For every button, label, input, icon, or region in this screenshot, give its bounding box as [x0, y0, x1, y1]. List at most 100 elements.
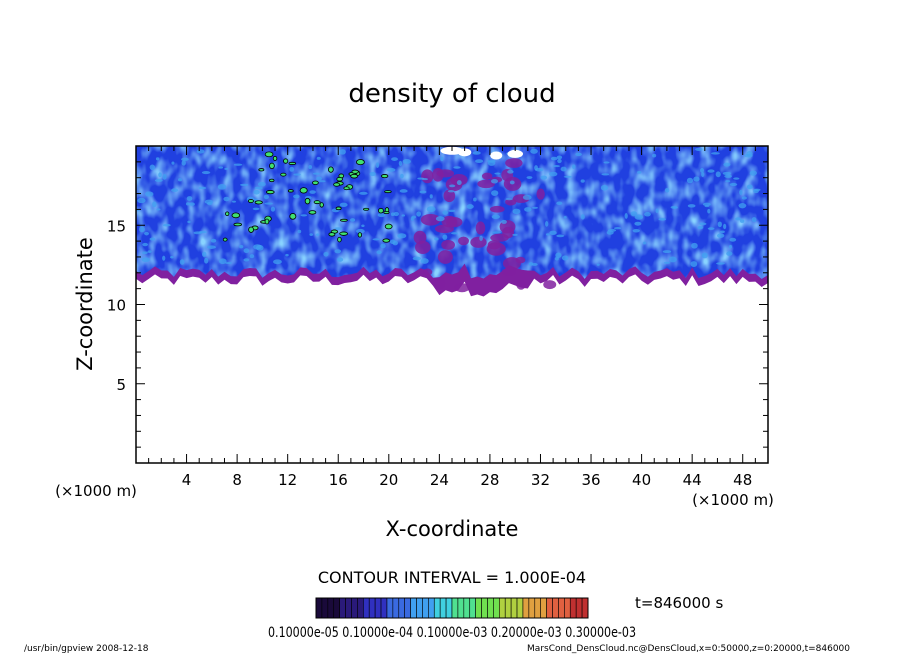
cloud-speckle	[456, 180, 462, 186]
cloud-speckle	[522, 194, 532, 200]
cloud-speckle	[571, 164, 576, 169]
colorbar-segment	[327, 597, 335, 619]
cloud-speckle	[289, 166, 295, 172]
cloud-speckle	[181, 160, 186, 166]
cloud-speckle	[210, 238, 217, 243]
cloud-speckle	[701, 171, 705, 177]
cloud-speckle	[509, 180, 515, 185]
cloud-patch	[458, 236, 469, 246]
colorbar-segment	[386, 597, 394, 619]
contour-cell	[225, 211, 230, 217]
cloud-speckle	[634, 221, 642, 226]
contour-cell	[337, 236, 342, 243]
cloud-speckle	[397, 233, 407, 239]
cloud-speckle	[624, 212, 628, 219]
footer-right: MarsCond_DensCloud.nc@DensCloud,x=0:5000…	[527, 644, 850, 654]
contour-cell	[356, 159, 365, 166]
cloud-speckle	[707, 169, 715, 173]
cloud-speckle	[179, 259, 185, 265]
cloud-gap	[490, 151, 503, 160]
contour-cell	[383, 210, 390, 215]
cloud-speckle	[149, 237, 156, 241]
cloud-speckle	[196, 149, 205, 154]
cloud-speckle	[549, 230, 557, 236]
cloud-speckle	[606, 230, 614, 235]
cloud-speckle	[435, 216, 445, 222]
cloud-speckle	[440, 156, 444, 162]
cloud-speckle	[158, 172, 162, 178]
colorbar-segment	[345, 597, 352, 619]
cloud-speckle	[507, 169, 514, 174]
colorbar-segment	[487, 597, 494, 619]
cloud-speckle	[293, 173, 301, 176]
colorbar	[315, 597, 589, 619]
contour-cell	[254, 200, 263, 205]
cloud-speckle	[399, 189, 408, 193]
cloud-speckle	[224, 261, 232, 265]
cloud-patch	[421, 169, 434, 184]
cloud-speckle	[722, 171, 732, 176]
cloud-speckle	[491, 190, 499, 196]
contour-cell	[381, 174, 389, 179]
colorbar-segment	[428, 597, 435, 619]
x-tick-label: 44	[683, 471, 702, 489]
contour-cell	[351, 169, 359, 174]
colorbar-segment	[499, 597, 506, 619]
cloud-speckle	[729, 237, 737, 242]
cloud-speckle	[479, 235, 483, 241]
cloud-speckle	[664, 187, 670, 193]
contour-cell	[339, 231, 348, 236]
cloud-speckle	[524, 207, 532, 212]
cloud-patch	[489, 205, 505, 213]
cloud-speckle	[632, 228, 640, 233]
cloud-speckle	[549, 171, 558, 177]
cloud-speckle	[540, 175, 548, 180]
contour-cell	[289, 213, 297, 220]
colorbar-segment	[481, 597, 488, 619]
cloud-patch	[415, 240, 431, 254]
cloud-speckle	[336, 257, 344, 262]
colorbar-segment	[569, 597, 577, 619]
y-tick-label: 15	[107, 217, 126, 235]
cloud-speckle	[317, 180, 326, 183]
colorbar-segment	[552, 597, 559, 619]
cloud-speckle	[361, 224, 365, 228]
contour-cell	[269, 162, 275, 170]
cloud-speckle	[744, 153, 753, 158]
cloud-speckle	[695, 147, 703, 152]
cloud-speckle	[600, 184, 609, 191]
cloud-speckle	[687, 204, 696, 208]
cloud-speckle	[580, 214, 585, 220]
colorbar-segment	[351, 597, 358, 619]
cloud-patch	[436, 169, 455, 178]
cloud-speckle	[376, 250, 382, 255]
cloud-speckle	[557, 158, 562, 164]
cloud-speckle	[655, 208, 659, 213]
cloud-speckle	[293, 194, 300, 199]
cloud-speckle	[490, 178, 499, 184]
cloud-speckle	[753, 189, 759, 194]
cloud-speckle	[723, 162, 731, 167]
cloud-speckle	[154, 179, 163, 182]
cloud-speckle	[372, 238, 380, 241]
colorbar-segment	[392, 597, 400, 619]
cloud-speckle	[751, 217, 757, 223]
cloud-speckle	[138, 226, 145, 233]
contour-cell	[283, 158, 289, 164]
contour-cell	[319, 202, 324, 208]
colorbar-segment	[321, 597, 329, 619]
cloud-speckle	[171, 188, 179, 193]
x-unit-label-left: (×1000 m)	[55, 482, 137, 500]
cloud-texture	[136, 146, 768, 279]
cloud-patch	[475, 221, 486, 235]
cloud-speckle	[717, 221, 722, 228]
cloud-patch	[450, 174, 468, 186]
cloud-gap	[507, 149, 524, 158]
cloud-speckle	[217, 183, 227, 190]
cloud-speckle	[142, 251, 148, 255]
cloud-speckle	[739, 189, 743, 195]
cloud-patch	[445, 217, 463, 228]
cloud-speckle	[697, 225, 704, 230]
contour-cell	[233, 222, 243, 227]
